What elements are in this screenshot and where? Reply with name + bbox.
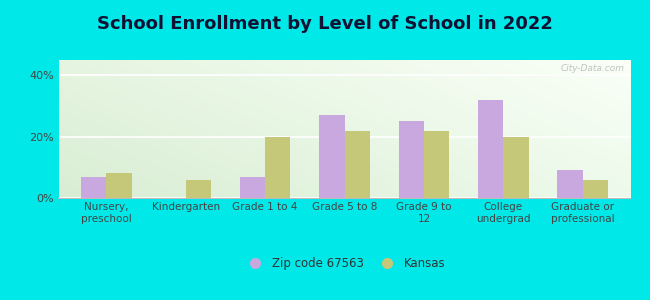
Bar (186, 180, 211, 198)
Text: School Enrollment by Level of School in 2022: School Enrollment by Level of School in … (97, 15, 553, 33)
Bar (398, 121, 424, 198)
Text: City-Data.com: City-Data.com (561, 64, 625, 73)
Bar (424, 130, 449, 198)
Bar (319, 115, 344, 198)
Bar (503, 137, 529, 198)
Bar (81, 176, 106, 198)
Bar (478, 100, 503, 198)
Bar (240, 176, 265, 198)
Bar (344, 130, 370, 198)
Bar (558, 170, 583, 198)
Bar (106, 173, 131, 198)
Bar (265, 137, 291, 198)
Legend: Zip code 67563, Kansas: Zip code 67563, Kansas (239, 253, 450, 275)
Bar (583, 180, 608, 198)
